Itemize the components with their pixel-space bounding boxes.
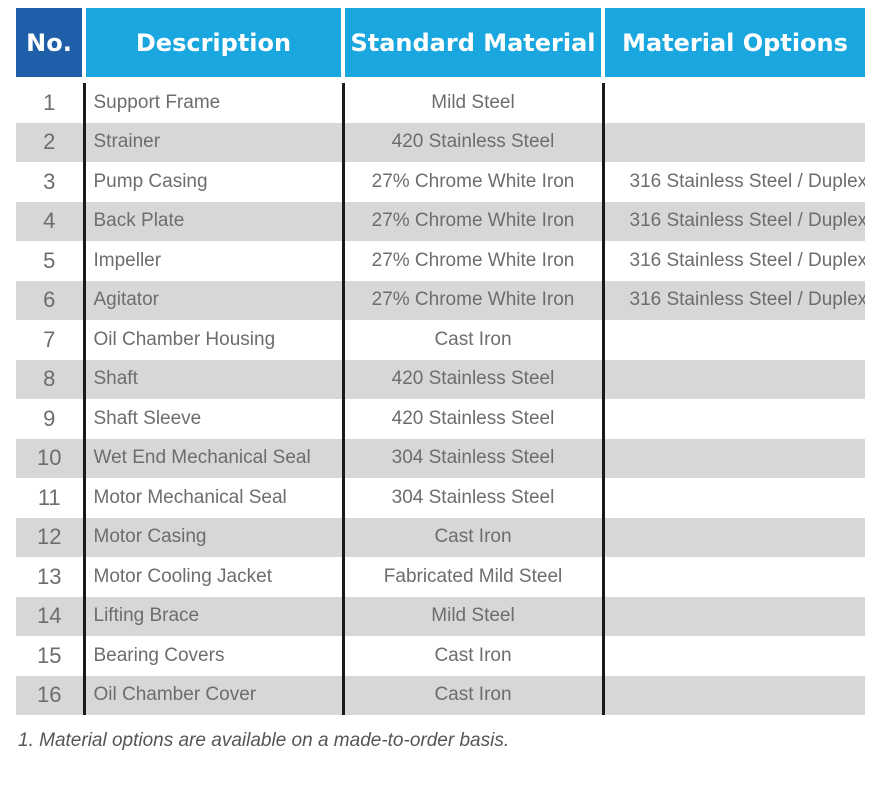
header-description: Description — [82, 8, 343, 80]
cell-no: 1 — [16, 77, 84, 123]
option-text: 316 Stainless Steel / Duplex — [629, 170, 866, 192]
option-text: 316 Stainless Steel / Duplex — [629, 210, 866, 232]
cell-description: Pump Casing — [82, 162, 343, 202]
cell-no: 3 — [16, 162, 84, 202]
cell-material-options — [601, 438, 865, 478]
table-row: 8 Shaft 420 Stainless Steel — [16, 359, 865, 399]
cell-standard-material: 27% Chrome White Iron — [341, 162, 603, 202]
cell-description: Motor Casing — [82, 517, 343, 557]
cell-material-options — [601, 557, 865, 597]
cell-no: 6 — [16, 280, 84, 320]
materials-table: No. Description Standard Material Materi… — [16, 8, 865, 715]
table-row: 7 Oil Chamber Housing Cast Iron — [16, 320, 865, 360]
cell-standard-material: Cast Iron — [341, 675, 603, 715]
cell-material-options — [601, 596, 865, 636]
cell-standard-material: 304 Stainless Steel — [341, 438, 603, 478]
cell-standard-material: 27% Chrome White Iron — [341, 241, 603, 281]
cell-no: 11 — [16, 478, 84, 518]
cell-material-options — [601, 517, 865, 557]
cell-standard-material: 420 Stainless Steel — [341, 122, 603, 162]
cell-standard-material: Cast Iron — [341, 636, 603, 676]
cell-description: Oil Chamber Cover — [82, 675, 343, 715]
cell-no: 9 — [16, 399, 84, 439]
cell-no: 12 — [16, 517, 84, 557]
cell-no: 8 — [16, 359, 84, 399]
table-row: 2 Strainer 420 Stainless Steel — [16, 122, 865, 162]
cell-description: Strainer — [82, 122, 343, 162]
cell-no: 13 — [16, 557, 84, 597]
cell-standard-material: 304 Stainless Steel — [341, 478, 603, 518]
cell-no: 7 — [16, 320, 84, 360]
cell-standard-material: 27% Chrome White Iron — [341, 201, 603, 241]
cell-material-options — [601, 320, 865, 360]
table-row: 16 Oil Chamber Cover Cast Iron — [16, 675, 865, 715]
cell-material-options: 316 Stainless Steel / Duplex1 — [601, 241, 866, 281]
header-row: No. Description Standard Material Materi… — [16, 8, 865, 80]
cell-description: Back Plate — [82, 201, 343, 241]
cell-description: Shaft Sleeve — [82, 399, 343, 439]
cell-material-options — [601, 122, 865, 162]
cell-no: 10 — [16, 438, 84, 478]
cell-standard-material: Mild Steel — [341, 77, 603, 123]
table-body: 1 Support Frame Mild Steel 2 Strainer 420 Sta… — [16, 77, 866, 715]
cell-description: Agitator — [82, 280, 343, 320]
cell-description: Motor Mechanical Seal — [82, 478, 343, 518]
table-row: 6 Agitator 27% Chrome White Iron 316 Stainl… — [16, 280, 866, 320]
cell-description: Shaft — [82, 359, 343, 399]
cell-description: Motor Cooling Jacket — [82, 557, 343, 597]
header-no: No. — [16, 8, 84, 80]
cell-no: 2 — [16, 122, 84, 162]
cell-description: Lifting Brace — [82, 596, 343, 636]
table-row: 14 Lifting Brace Mild Steel — [16, 596, 865, 636]
materials-table-container: No. Description Standard Material Materi… — [16, 8, 865, 715]
table-row: 3 Pump Casing 27% Chrome White Iron 316 Sta… — [16, 162, 865, 202]
header-material-options: Material Options — [601, 8, 865, 80]
table-row: 12 Motor Casing Cast Iron — [16, 517, 865, 557]
table-row: 10 Wet End Mechanical Seal 304 Stainless S… — [16, 438, 865, 478]
table-row: 5 Impeller 27% Chrome White Iron 316 Stainl… — [16, 241, 865, 281]
cell-standard-material: 420 Stainless Steel — [341, 359, 603, 399]
cell-description: Bearing Covers — [82, 636, 343, 676]
cell-standard-material: 27% Chrome White Iron — [341, 280, 603, 320]
table-row: 13 Motor Cooling Jacket Fabricated Mild St… — [16, 557, 865, 597]
cell-material-options — [601, 675, 865, 715]
cell-material-options: 316 Stainless Steel / Duplex1 — [601, 201, 866, 241]
option-text: 316 Stainless Steel / Duplex — [629, 289, 866, 311]
cell-description: Oil Chamber Housing — [82, 320, 343, 360]
table-row: 9 Shaft Sleeve 420 Stainless Steel — [16, 399, 865, 439]
cell-material-options: 316 Stainless Steel / Duplex1 — [601, 162, 866, 202]
cell-no: 14 — [16, 596, 84, 636]
cell-material-options — [601, 636, 865, 676]
header-standard-material: Standard Material — [341, 8, 603, 80]
cell-description: Wet End Mechanical Seal — [82, 438, 343, 478]
table-row: 11 Motor Mechanical Seal 304 Stainless Ste… — [16, 478, 865, 518]
cell-no: 4 — [16, 201, 84, 241]
table-row: 4 Back Plate 27% Chrome White Iron 316 Stai… — [16, 201, 866, 241]
footnote: 1. Material options are available on a m… — [18, 730, 510, 751]
cell-material-options: 316 Stainless Steel / Duplex1 — [601, 280, 866, 320]
cell-standard-material: 420 Stainless Steel — [341, 399, 603, 439]
cell-material-options — [601, 478, 865, 518]
cell-description: Impeller — [82, 241, 343, 281]
table-header: No. Description Standard Material Materi… — [16, 8, 865, 80]
cell-material-options — [601, 399, 865, 439]
cell-standard-material: Cast Iron — [341, 320, 603, 360]
cell-material-options — [601, 359, 865, 399]
cell-no: 5 — [16, 241, 84, 281]
table-row: 15 Bearing Covers Cast Iron — [16, 636, 865, 676]
cell-standard-material: Cast Iron — [341, 517, 603, 557]
cell-standard-material: Fabricated Mild Steel — [341, 557, 603, 597]
table-row: 1 Support Frame Mild Steel — [16, 77, 865, 123]
cell-description: Support Frame — [82, 77, 343, 123]
cell-standard-material: Mild Steel — [341, 596, 603, 636]
cell-material-options — [601, 77, 865, 123]
cell-no: 16 — [16, 675, 84, 715]
cell-no: 15 — [16, 636, 84, 676]
option-text: 316 Stainless Steel / Duplex — [629, 249, 866, 271]
